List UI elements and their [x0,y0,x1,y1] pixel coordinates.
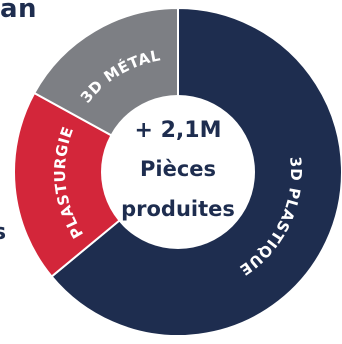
left-text-fragment: s [0,220,6,245]
slice-plasturgie [13,91,180,278]
center-total-label: + 2,1M [135,118,222,143]
header-text-fragment: an [0,0,38,24]
center-line-2: produites [121,197,235,221]
center-hole [101,95,255,249]
center-line-1: Pièces [140,157,216,181]
